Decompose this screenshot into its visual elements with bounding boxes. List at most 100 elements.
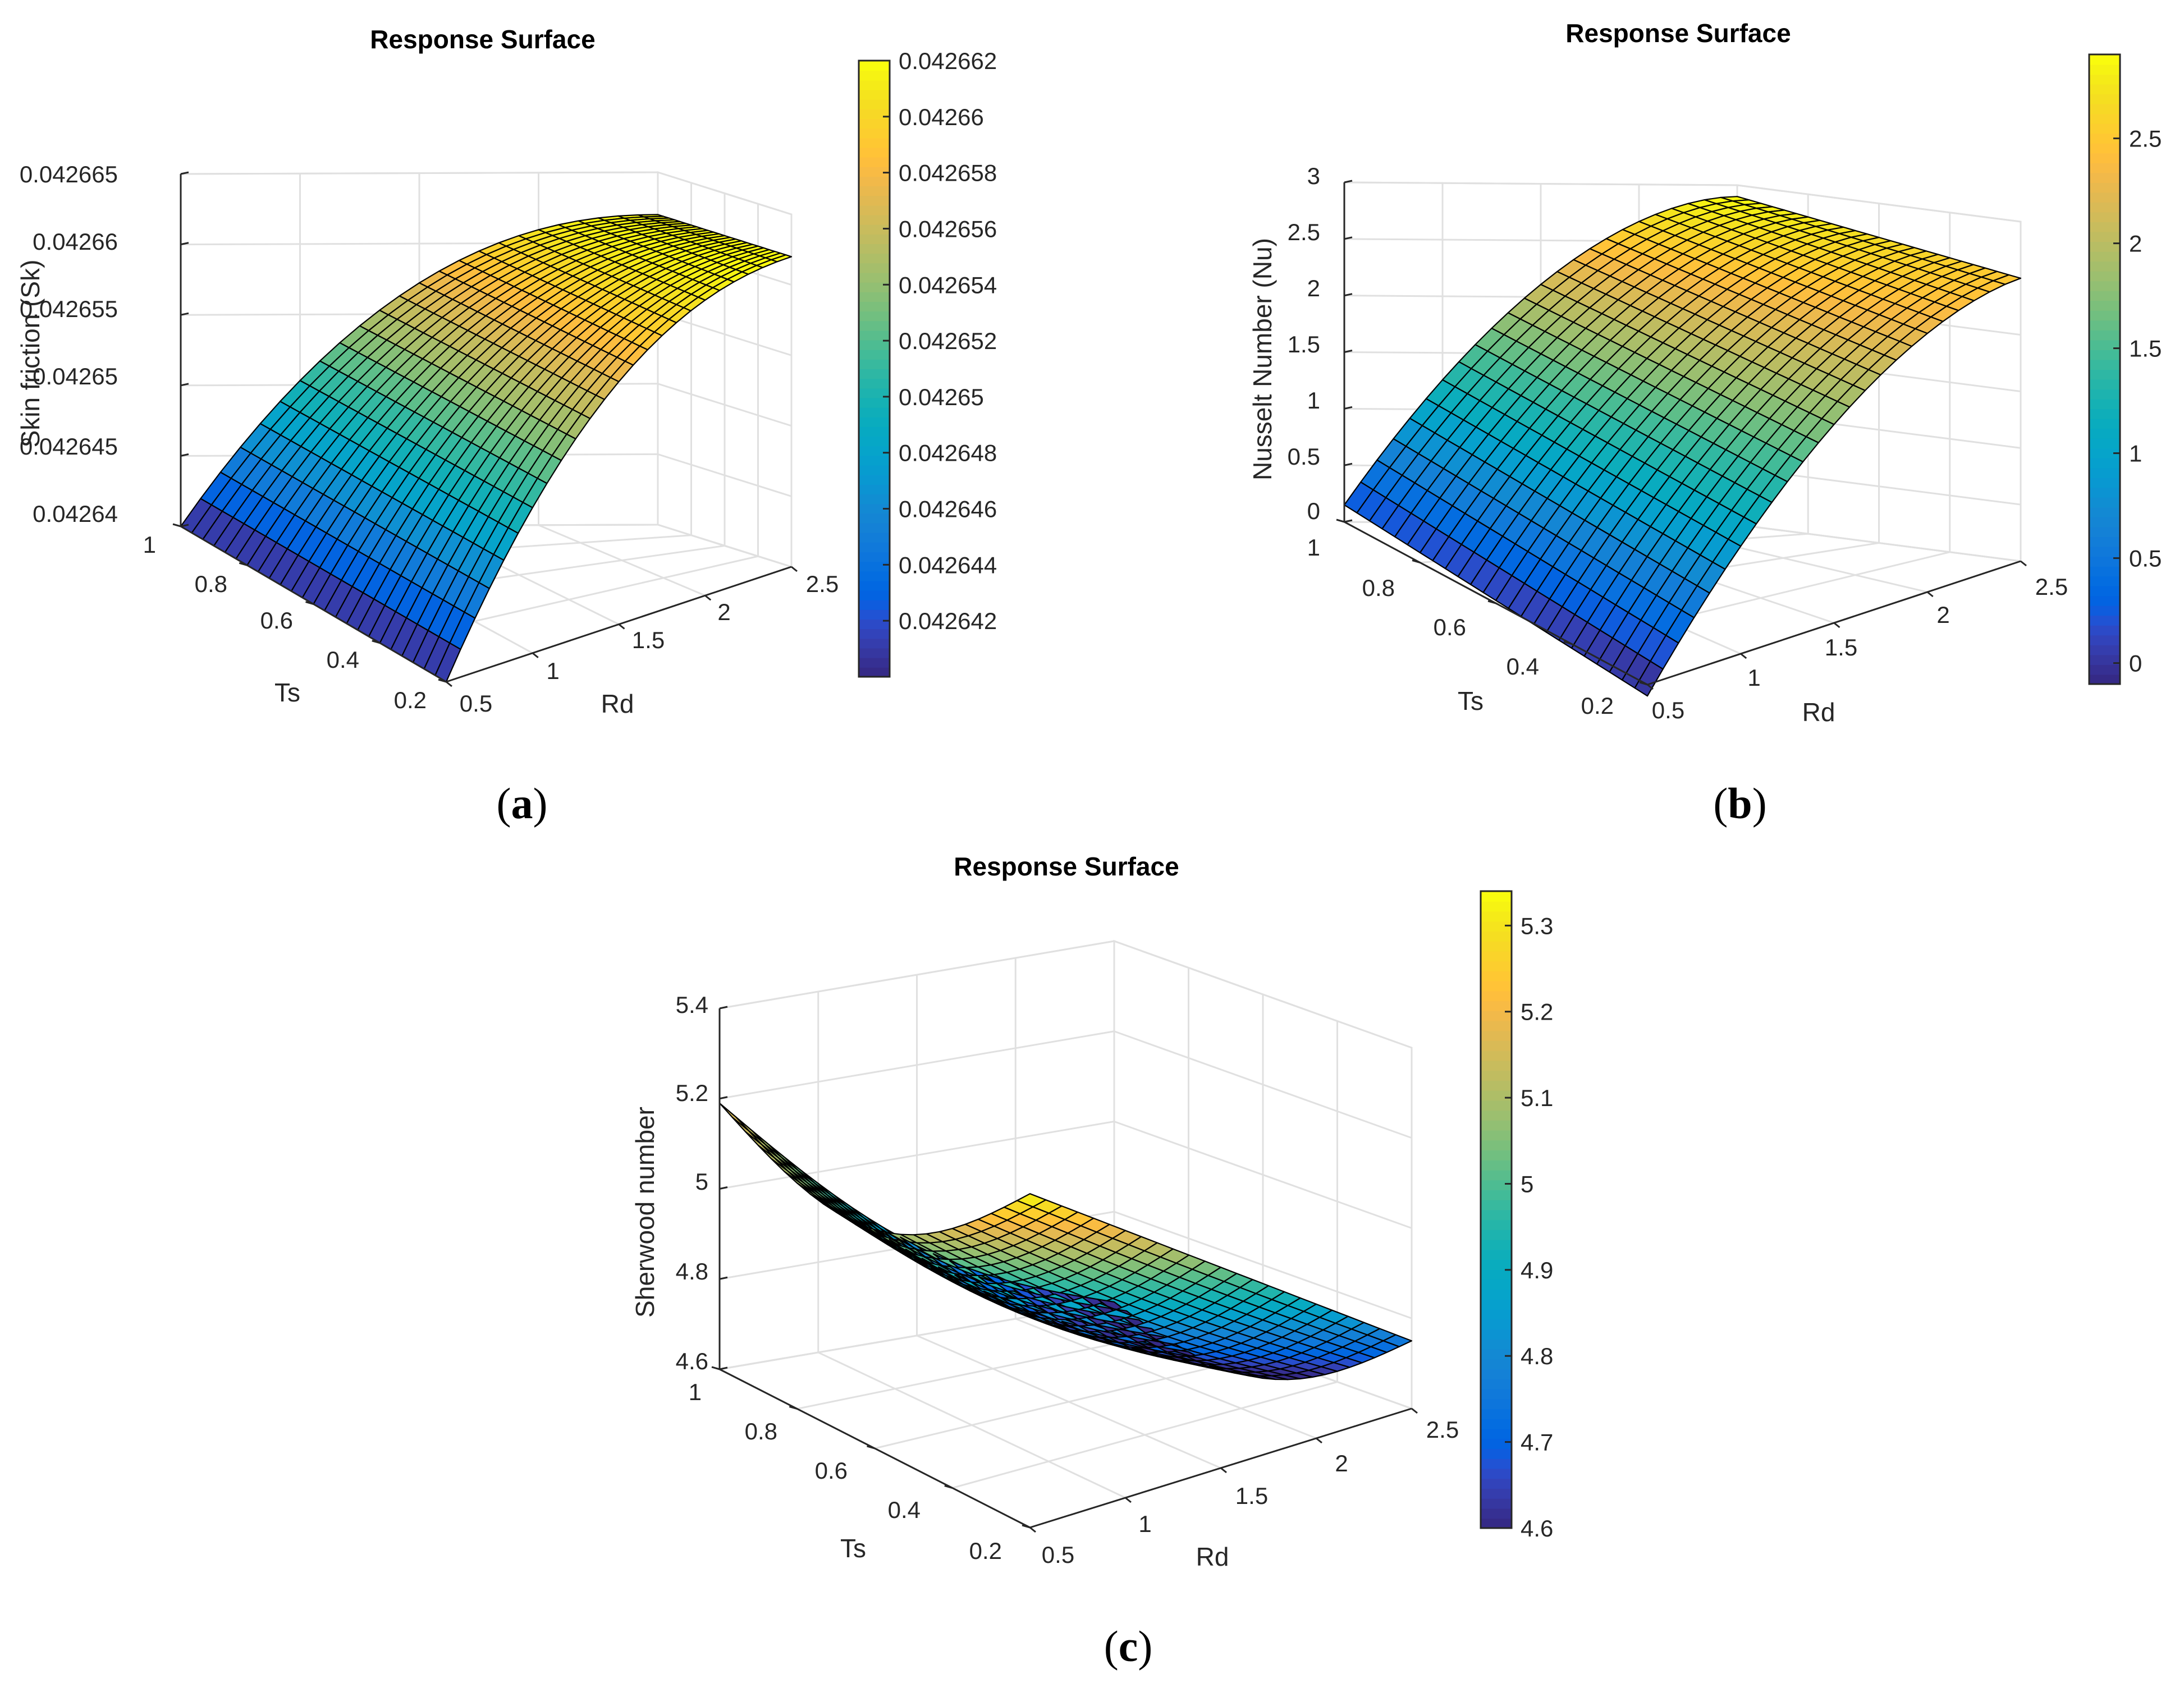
z-tick-label: 5 bbox=[695, 1168, 708, 1195]
colorbar-band bbox=[859, 599, 890, 610]
colorbar-band bbox=[859, 118, 890, 129]
colorbar-band bbox=[2089, 300, 2120, 311]
colorbar-band bbox=[859, 629, 890, 639]
colorbar-band bbox=[859, 340, 890, 350]
z-tick-mark bbox=[719, 1276, 728, 1280]
colorbar-band bbox=[859, 214, 890, 225]
colorbar-band bbox=[2089, 212, 2120, 223]
z-tick-label: 5.4 bbox=[676, 992, 708, 1018]
colorbar-band bbox=[859, 157, 890, 167]
colorbar-band bbox=[1481, 1478, 1512, 1489]
gridline bbox=[657, 524, 792, 568]
colorbar-band bbox=[1481, 1190, 1512, 1200]
colorbar-band bbox=[859, 446, 890, 456]
colorbar-band bbox=[859, 108, 890, 119]
gridline bbox=[874, 1354, 1263, 1450]
colorbar-band bbox=[1481, 1120, 1512, 1131]
colorbar-band bbox=[2089, 566, 2120, 577]
colorbar-band bbox=[1481, 1100, 1512, 1111]
colorbar-band bbox=[1481, 1259, 1512, 1270]
colorbar-tick-label: 4.8 bbox=[1521, 1343, 1553, 1369]
colorbar-band bbox=[1481, 1438, 1512, 1450]
colorbar-band bbox=[2089, 477, 2120, 488]
colorbar-tick-label: 0.042652 bbox=[899, 328, 997, 354]
colorbar-band bbox=[1481, 1518, 1512, 1529]
colorbar-band bbox=[1481, 951, 1512, 962]
colorbar-band bbox=[2089, 497, 2120, 508]
colorbar-tick-label: 2 bbox=[2129, 231, 2142, 257]
colorbar-band bbox=[2089, 516, 2120, 528]
colorbar-band bbox=[859, 205, 890, 215]
colorbar-band bbox=[1481, 1299, 1512, 1310]
gridline bbox=[1015, 1318, 1317, 1439]
y-tick-label: 0.2 bbox=[969, 1538, 1002, 1564]
x-tick-label: 2 bbox=[1335, 1450, 1348, 1476]
colorbar-band bbox=[859, 253, 890, 264]
colorbar-band bbox=[1481, 1169, 1512, 1181]
colorbar-band bbox=[2089, 635, 2120, 645]
colorbar-band bbox=[2089, 674, 2120, 685]
colorbar-band bbox=[859, 128, 890, 139]
x-tick-mark bbox=[1647, 684, 1654, 690]
z-ticks-a: 0.04264 0.042645 0.04265 0.042655 0.0426… bbox=[20, 161, 118, 527]
z-tick-label: 4.6 bbox=[676, 1348, 708, 1374]
colorbar-band bbox=[859, 513, 890, 524]
colorbar-band bbox=[2089, 349, 2120, 360]
colorbar-band bbox=[1481, 1289, 1512, 1300]
colorbar-tick-label: 0.042656 bbox=[899, 215, 997, 242]
y-tick-mark bbox=[711, 1366, 720, 1370]
colorbar-tick-label: 5.2 bbox=[1521, 999, 1553, 1025]
colorbar-band bbox=[2089, 507, 2120, 517]
colorbar-band bbox=[1481, 1329, 1512, 1340]
z-axis-label-a: Skin friction (Sk) bbox=[16, 260, 45, 448]
y-tick-label: 0.4 bbox=[1507, 653, 1539, 680]
colorbar-band bbox=[2089, 241, 2120, 252]
colorbar-band bbox=[1481, 1219, 1512, 1230]
z-tick-label: 2.5 bbox=[1288, 219, 1320, 245]
colorbar-band bbox=[2089, 340, 2120, 350]
y-tick-label: 0.6 bbox=[1434, 614, 1466, 640]
y-tick-label: 0.4 bbox=[888, 1497, 921, 1523]
x-axis-label-c: Rd bbox=[1196, 1542, 1229, 1571]
colorbar-band bbox=[2089, 487, 2120, 498]
colorbar-band bbox=[2089, 251, 2120, 262]
colorbar-band bbox=[1481, 1418, 1512, 1429]
colorbar-ticks-b: 0 0.5 1 1.5 2 2.5 bbox=[2113, 126, 2162, 677]
colorbar-band bbox=[1481, 1110, 1512, 1121]
colorbar-band bbox=[2089, 103, 2120, 114]
z-ticks-c: 4.6 4.8 5 5.2 5.4 bbox=[676, 992, 708, 1374]
colorbar-band bbox=[1481, 1409, 1512, 1419]
colorbar-tick-label: 0.042662 bbox=[899, 48, 997, 74]
y-axis-label-b: Ts bbox=[1458, 686, 1484, 715]
x-tick-label: 2 bbox=[717, 599, 730, 625]
colorbar-tick-label: 2.5 bbox=[2129, 126, 2162, 152]
z-tick-label: 0.5 bbox=[1288, 443, 1320, 470]
colorbar-tick-label: 5.3 bbox=[1521, 912, 1553, 939]
y-tick-mark bbox=[1022, 1524, 1031, 1529]
svg-text:(c): (c) bbox=[1104, 1622, 1153, 1671]
z-tick-label: 2 bbox=[1307, 275, 1320, 301]
colorbar-band bbox=[1481, 1249, 1512, 1260]
colorbar-band bbox=[1481, 1159, 1512, 1171]
y-axis-label-c: Ts bbox=[840, 1534, 866, 1563]
colorbar-band bbox=[2089, 546, 2120, 557]
colorbar-band bbox=[859, 70, 890, 81]
colorbar-band bbox=[2089, 143, 2120, 154]
colorbar-band bbox=[1481, 1180, 1512, 1191]
colorbar-band bbox=[2089, 536, 2120, 547]
z-tick-mark bbox=[1344, 350, 1353, 353]
y-tick-mark bbox=[1336, 519, 1345, 523]
x-tick-label: 1 bbox=[1747, 664, 1760, 691]
colorbar-band bbox=[859, 272, 890, 283]
colorbar-band bbox=[859, 99, 890, 109]
colorbar-band bbox=[2089, 74, 2120, 85]
z-tick-label: 1 bbox=[1307, 387, 1320, 414]
svg-text:(a): (a) bbox=[497, 779, 548, 828]
x-ticks-a: 0.5 1 1.5 2 2.5 bbox=[460, 571, 839, 717]
z-axis-label-c: Sherwood number bbox=[630, 1107, 660, 1318]
colorbar-band bbox=[2089, 123, 2120, 134]
colorbar-band bbox=[2089, 113, 2120, 124]
colorbar-band bbox=[859, 80, 890, 90]
x-ticks-c: 0.5 1 1.5 2 2.5 bbox=[1042, 1416, 1459, 1568]
y-tick-mark bbox=[239, 562, 248, 566]
